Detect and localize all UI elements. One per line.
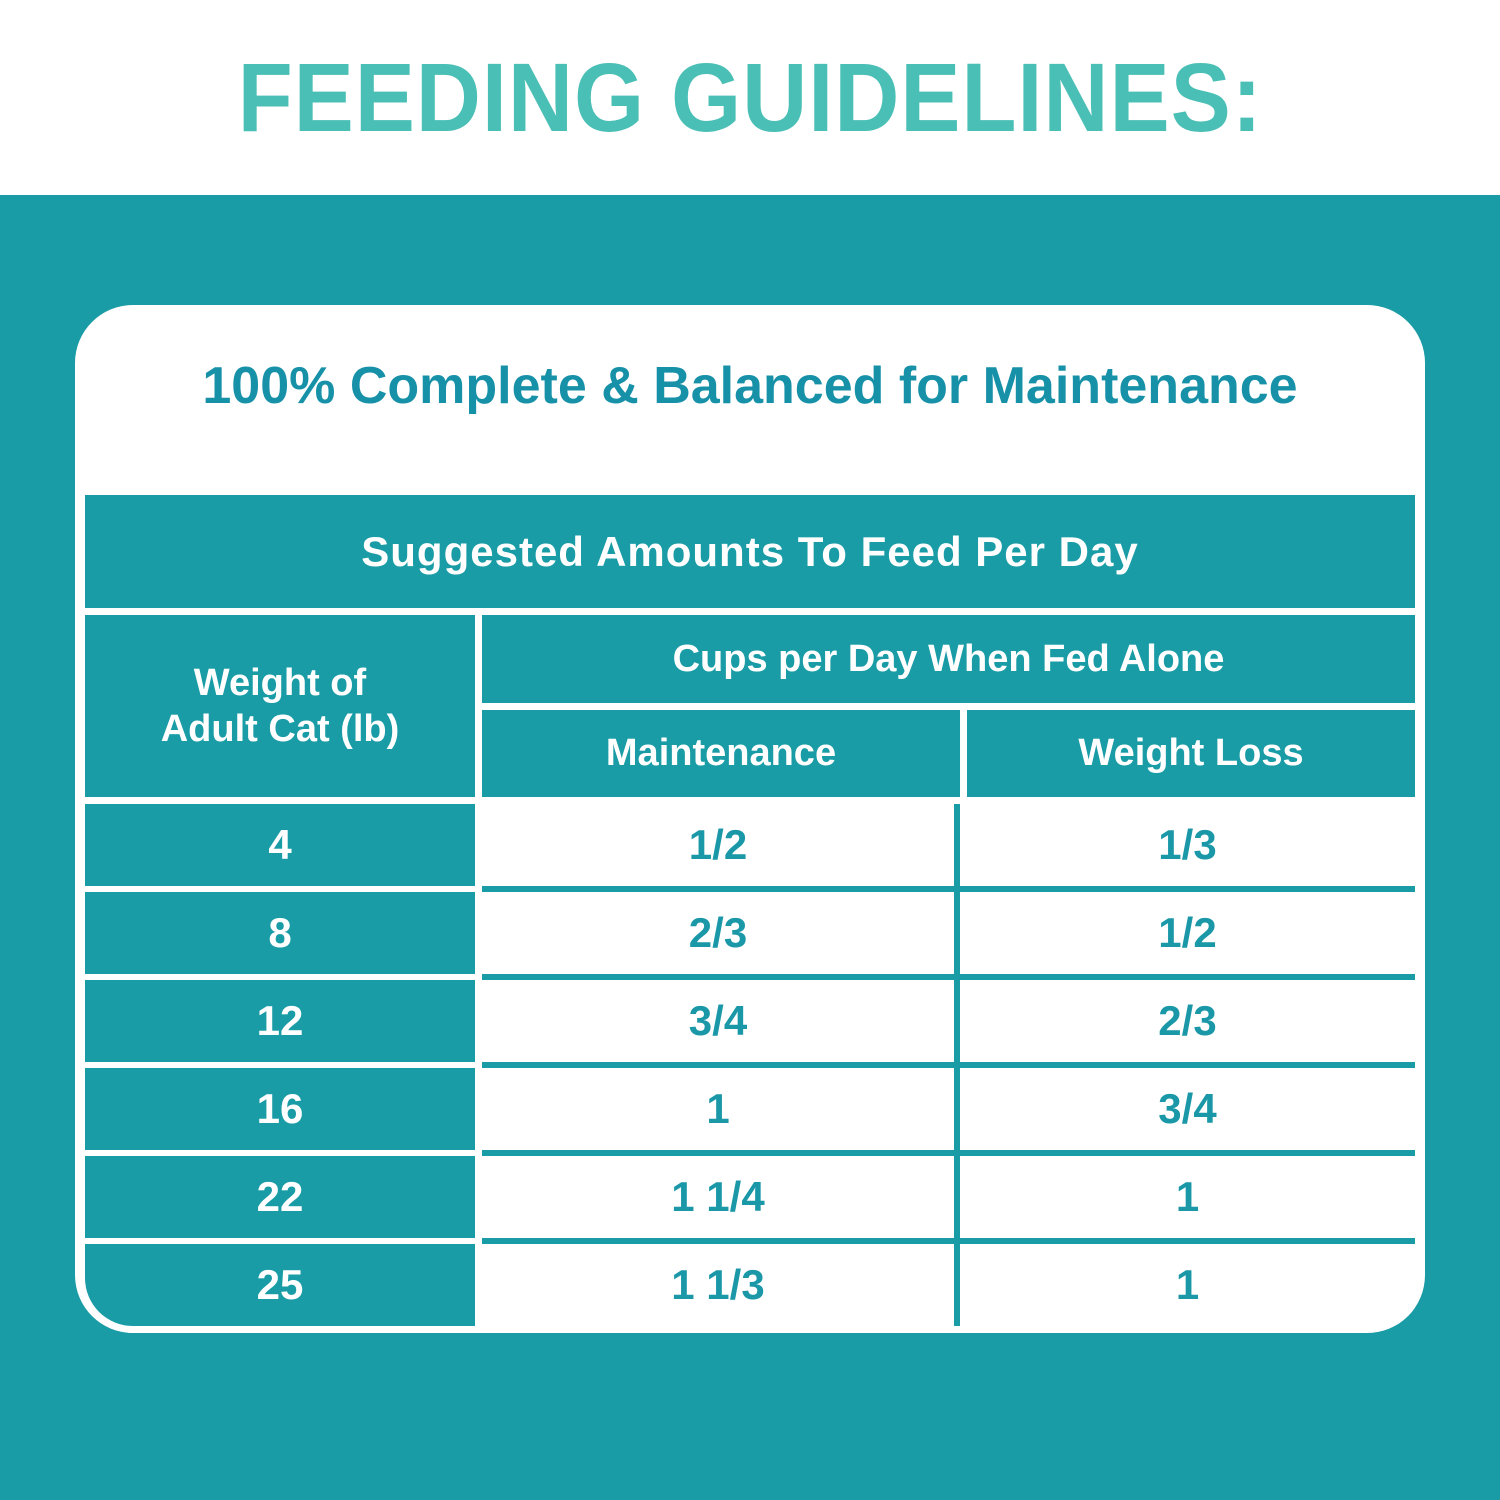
- sub-header-row: Maintenance Weight Loss: [482, 710, 1415, 797]
- guidelines-card: 100% Complete & Balanced for Maintenance…: [75, 305, 1425, 1333]
- page-title: FEEDING GUIDELINES:: [237, 42, 1263, 152]
- weight-cell: 22: [85, 1156, 475, 1238]
- col-header-weight-text: Weight of Adult Cat (lb): [160, 661, 400, 750]
- table-title: Suggested Amounts To Feed Per Day: [85, 495, 1415, 608]
- col-header-weight-loss: Weight Loss: [967, 710, 1415, 797]
- weight-loss-value: 2/3: [1158, 997, 1217, 1044]
- weight-cell: 4: [85, 804, 475, 886]
- maintenance-value: 1 1/4: [482, 1156, 960, 1238]
- weight-cell: 25: [85, 1244, 475, 1326]
- weight-loss-value: 1/3: [1158, 821, 1217, 868]
- maintenance-value: 1 1/3: [482, 1244, 960, 1326]
- table-row: 1 1/3 1: [482, 1238, 1415, 1326]
- weight-column: 4 8 12 16 22 25: [85, 804, 475, 1326]
- feeding-table: Suggested Amounts To Feed Per Day Weight…: [85, 495, 1415, 1326]
- card-heading: 100% Complete & Balanced for Maintenance: [202, 357, 1298, 415]
- col-header-maintenance: Maintenance: [482, 710, 960, 797]
- maintenance-value: 3/4: [482, 980, 960, 1062]
- weight-loss-value: 1: [1175, 1173, 1200, 1220]
- teal-background: 100% Complete & Balanced for Maintenance…: [0, 195, 1500, 1500]
- table-row: 1/2 1/3: [482, 804, 1415, 886]
- group-header-cups-per-day: Cups per Day When Fed Alone: [482, 615, 1415, 703]
- maintenance-value: 2/3: [482, 892, 960, 974]
- top-band: FEEDING GUIDELINES:: [0, 0, 1500, 195]
- weight-cell: 16: [85, 1068, 475, 1150]
- maintenance-value: 1/2: [482, 804, 960, 886]
- weight-loss-value: 1: [1175, 1261, 1200, 1308]
- col-header-weight: Weight of Adult Cat (lb): [85, 615, 475, 797]
- values-column: 1/2 1/3 2/3 1/2 3/4 2/3 1: [482, 804, 1415, 1326]
- weight-loss-value: 1/2: [1158, 909, 1217, 956]
- table-row: 2/3 1/2: [482, 886, 1415, 974]
- table-header-row: Weight of Adult Cat (lb) Cups per Day Wh…: [85, 615, 1415, 797]
- weight-loss-value: 3/4: [1158, 1085, 1217, 1132]
- weight-cell: 12: [85, 980, 475, 1062]
- table-row: 3/4 2/3: [482, 974, 1415, 1062]
- table-row: 1 1/4 1: [482, 1150, 1415, 1238]
- weight-cell: 8: [85, 892, 475, 974]
- table-body: 4 8 12 16 22 25 1/2 1/3 2/3: [85, 804, 1415, 1326]
- table-row: 1 3/4: [482, 1062, 1415, 1150]
- cups-header-group: Cups per Day When Fed Alone Maintenance …: [482, 615, 1415, 797]
- maintenance-value: 1: [482, 1068, 960, 1150]
